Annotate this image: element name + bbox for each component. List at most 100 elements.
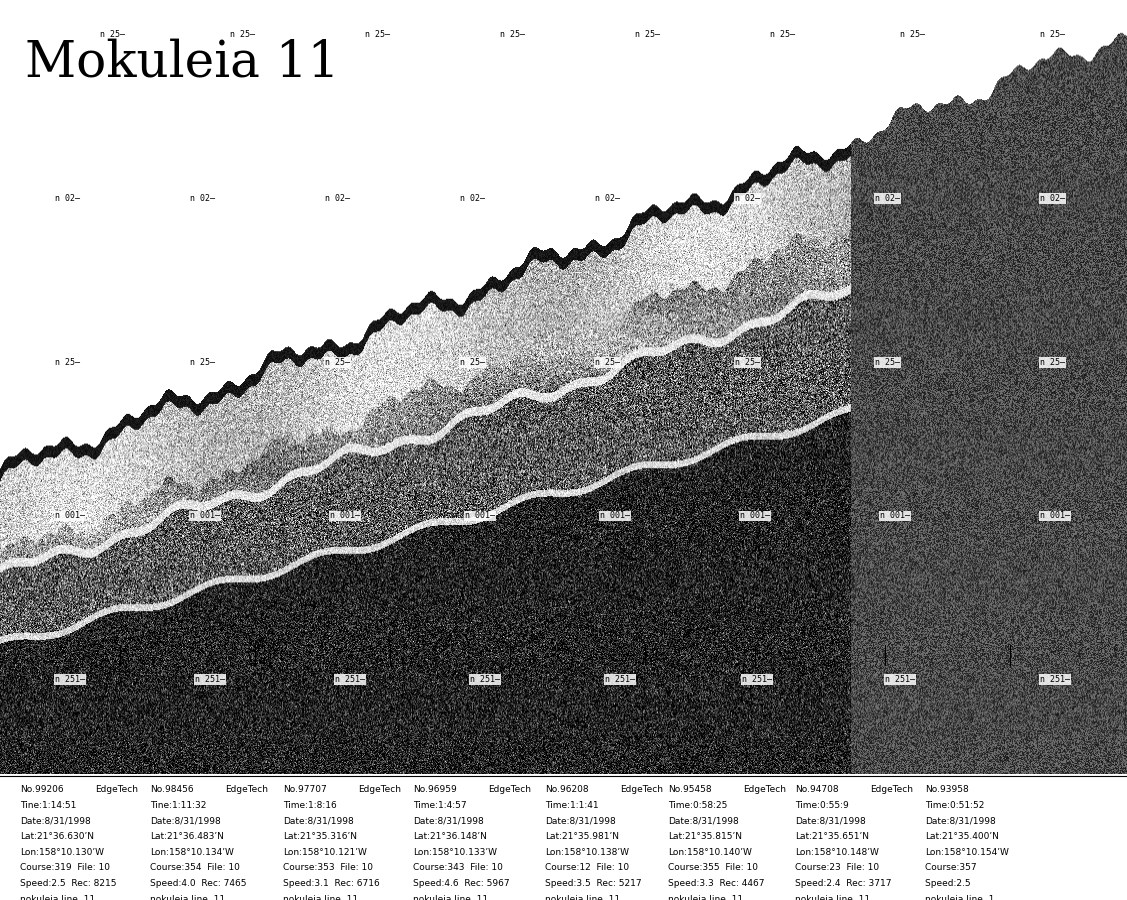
Text: n 02—: n 02— (595, 194, 620, 203)
Text: Date:8/31/1998: Date:8/31/1998 (668, 816, 739, 825)
Text: EdgeTech: EdgeTech (225, 785, 268, 794)
Text: Lon:158°10.133’W: Lon:158°10.133’W (412, 848, 497, 857)
Text: n 251—: n 251— (885, 675, 915, 684)
Text: n 25—: n 25— (635, 31, 660, 40)
Text: Course:23  File: 10: Course:23 File: 10 (795, 863, 879, 872)
Text: Time:1:1:41: Time:1:1:41 (545, 801, 598, 810)
Text: n 02—: n 02— (460, 194, 485, 203)
Text: No.96208: No.96208 (545, 785, 588, 794)
Text: Course:319  File: 10: Course:319 File: 10 (20, 863, 110, 872)
Text: n 25—: n 25— (190, 357, 215, 366)
Text: n 001—: n 001— (330, 511, 360, 520)
Text: n 25—: n 25— (735, 357, 760, 366)
Text: Speed:3.5  Rec: 5217: Speed:3.5 Rec: 5217 (545, 879, 641, 888)
Text: n 25—: n 25— (1040, 31, 1065, 40)
Text: Speed:2.5  Rec: 8215: Speed:2.5 Rec: 8215 (20, 879, 116, 888)
Text: Mokuleia 11: Mokuleia 11 (26, 38, 340, 87)
Text: Lon:158°10.130’W: Lon:158°10.130’W (20, 848, 104, 857)
Text: No.94708: No.94708 (795, 785, 838, 794)
Text: Speed:2.4  Rec: 3717: Speed:2.4 Rec: 3717 (795, 879, 891, 888)
Text: n 001—: n 001— (465, 511, 495, 520)
Text: No.98456: No.98456 (150, 785, 194, 794)
Text: Lat:21°35.981’N: Lat:21°35.981’N (545, 832, 619, 842)
Text: nokuleia line  11: nokuleia line 11 (412, 895, 488, 900)
Text: Speed:4.6  Rec: 5967: Speed:4.6 Rec: 5967 (412, 879, 509, 888)
Text: Date:8/31/1998: Date:8/31/1998 (795, 816, 866, 825)
Text: n 251—: n 251— (1040, 675, 1070, 684)
Text: n 25—: n 25— (365, 31, 390, 40)
Text: n 251—: n 251— (55, 675, 85, 684)
Text: Date:8/31/1998: Date:8/31/1998 (925, 816, 996, 825)
Text: n 02—: n 02— (190, 194, 215, 203)
Text: nokuleia line  11: nokuleia line 11 (20, 895, 95, 900)
Text: n 02—: n 02— (735, 194, 760, 203)
Text: n 02—: n 02— (325, 194, 350, 203)
Text: n 001—: n 001— (55, 511, 85, 520)
Text: Time:1:8:16: Time:1:8:16 (283, 801, 337, 810)
Text: n 02—: n 02— (875, 194, 900, 203)
Text: Speed:2.5: Speed:2.5 (925, 879, 976, 888)
Text: No.99206: No.99206 (20, 785, 63, 794)
Text: Course:343  File: 10: Course:343 File: 10 (412, 863, 503, 872)
Text: n 001—: n 001— (600, 511, 630, 520)
Text: Lon:158°10.138’W: Lon:158°10.138’W (545, 848, 629, 857)
Text: Lat:21°35.400’N: Lat:21°35.400’N (925, 832, 999, 842)
Text: nokuleia line  11: nokuleia line 11 (283, 895, 358, 900)
Text: Lon:158°10.140’W: Lon:158°10.140’W (668, 848, 752, 857)
Text: nokuleia line  11: nokuleia line 11 (795, 895, 870, 900)
Text: Lon:158°10.154’W: Lon:158°10.154’W (925, 848, 1009, 857)
Text: n 25—: n 25— (460, 357, 485, 366)
Text: n 251—: n 251— (742, 675, 772, 684)
Text: EdgeTech: EdgeTech (743, 785, 786, 794)
Text: n 25—: n 25— (875, 357, 900, 366)
Text: nokuleia line  11: nokuleia line 11 (150, 895, 225, 900)
Text: n 001—: n 001— (190, 511, 220, 520)
Text: Date:8/31/1998: Date:8/31/1998 (412, 816, 483, 825)
Text: Course:354  File: 10: Course:354 File: 10 (150, 863, 240, 872)
Text: EdgeTech: EdgeTech (358, 785, 401, 794)
Text: n 02—: n 02— (55, 194, 80, 203)
Text: No.97707: No.97707 (283, 785, 327, 794)
Text: n 001—: n 001— (1040, 511, 1070, 520)
Text: nokuleia line  11: nokuleia line 11 (668, 895, 743, 900)
Text: n 001—: n 001— (880, 511, 909, 520)
Text: Lon:158°10.121’W: Lon:158°10.121’W (283, 848, 367, 857)
Text: Time:0:51:52: Time:0:51:52 (925, 801, 984, 810)
Text: EdgeTech: EdgeTech (870, 785, 913, 794)
Text: EdgeTech: EdgeTech (488, 785, 531, 794)
Text: nokuleia line  11: nokuleia line 11 (545, 895, 620, 900)
Text: Course:357: Course:357 (925, 863, 983, 872)
Text: Speed:3.1  Rec: 6716: Speed:3.1 Rec: 6716 (283, 879, 380, 888)
Text: n 001—: n 001— (740, 511, 770, 520)
Text: Lon:158°10.134’W: Lon:158°10.134’W (150, 848, 234, 857)
Text: Date:8/31/1998: Date:8/31/1998 (545, 816, 615, 825)
Text: No.96959: No.96959 (412, 785, 456, 794)
Text: Tine:1:11:32: Tine:1:11:32 (150, 801, 206, 810)
Text: n 25—: n 25— (1040, 357, 1065, 366)
Text: n 25—: n 25— (55, 357, 80, 366)
Text: Lat:21°36.630’N: Lat:21°36.630’N (20, 832, 94, 842)
Text: Speed:4.0  Rec: 7465: Speed:4.0 Rec: 7465 (150, 879, 247, 888)
Text: n 25—: n 25— (325, 357, 350, 366)
Text: Course:353  File: 10: Course:353 File: 10 (283, 863, 373, 872)
Text: No.93958: No.93958 (925, 785, 969, 794)
Text: Date:8/31/1998: Date:8/31/1998 (283, 816, 354, 825)
Text: nokuleia line  1: nokuleia line 1 (925, 895, 994, 900)
Text: Date:8/31/1998: Date:8/31/1998 (150, 816, 221, 825)
Text: n 25—: n 25— (595, 357, 620, 366)
Text: n 25—: n 25— (900, 31, 925, 40)
Text: Time:1:4:57: Time:1:4:57 (412, 801, 467, 810)
Text: Date:8/31/1998: Date:8/31/1998 (20, 816, 91, 825)
Text: n 251—: n 251— (470, 675, 500, 684)
Text: Time:0:58:25: Time:0:58:25 (668, 801, 727, 810)
Text: Lon:158°10.148’W: Lon:158°10.148’W (795, 848, 879, 857)
Text: n 25—: n 25— (500, 31, 525, 40)
Text: No.95458: No.95458 (668, 785, 711, 794)
Text: Speed:3.3  Rec: 4467: Speed:3.3 Rec: 4467 (668, 879, 764, 888)
Text: n 251—: n 251— (195, 675, 225, 684)
Text: n 25—: n 25— (770, 31, 795, 40)
Text: Lat:21°36.483’N: Lat:21°36.483’N (150, 832, 224, 842)
Text: Lat:21°35.651’N: Lat:21°35.651’N (795, 832, 869, 842)
Text: EdgeTech: EdgeTech (95, 785, 137, 794)
Text: Time:0:55:9: Time:0:55:9 (795, 801, 849, 810)
